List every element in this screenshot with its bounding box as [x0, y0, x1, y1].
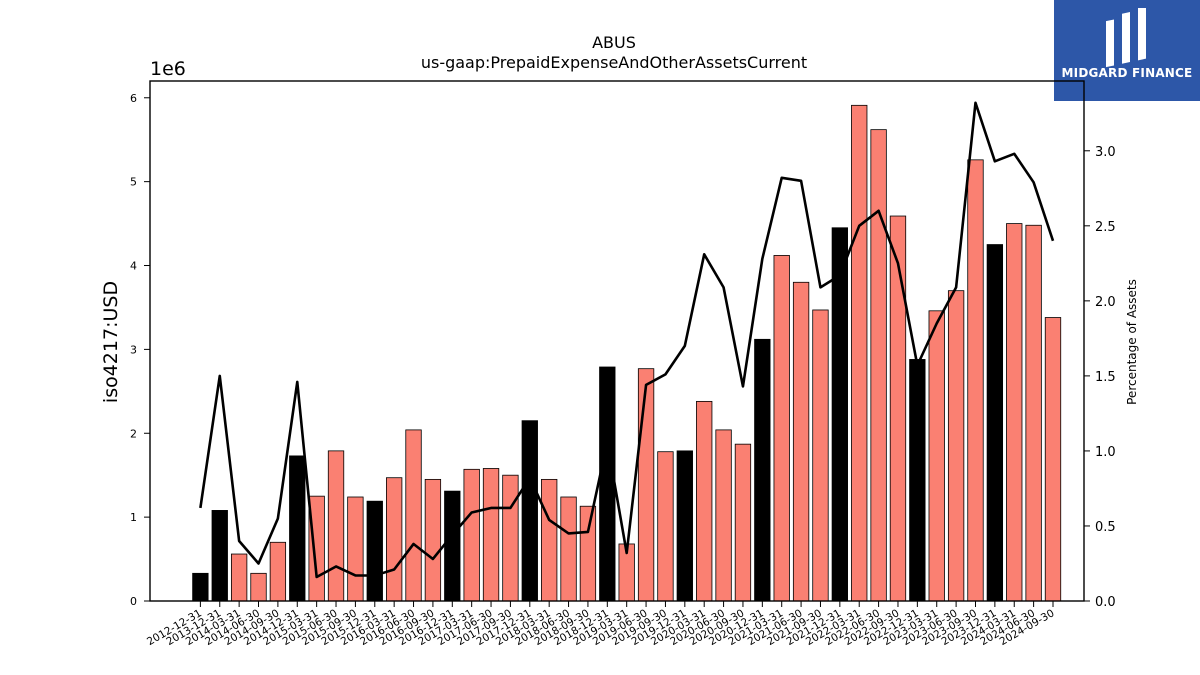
- bar-2014-03-31: [230, 553, 248, 602]
- bar-2017-12-31: [521, 420, 538, 602]
- y-offset-label: 1e6: [150, 58, 186, 80]
- y-tick-label: 1: [130, 511, 137, 524]
- y2-tick-label: 2.0: [1095, 295, 1116, 310]
- bar-2018-12-31: [599, 366, 616, 602]
- x-ticks-layer: 2012-12-312013-12-312014-03-312014-06-30…: [145, 601, 1056, 648]
- bar-2021-06-30: [792, 281, 810, 602]
- bar-2024-03-31: [1006, 223, 1023, 602]
- bar-2015-09-30: [347, 496, 364, 602]
- bar-2024-06-30: [1025, 224, 1042, 602]
- bar-2019-12-31: [676, 450, 693, 602]
- bar-2021-12-31: [831, 227, 848, 602]
- bar-2019-09-30: [657, 451, 674, 602]
- y2-tick-label: 1.0: [1095, 445, 1116, 460]
- bar-2015-06-30: [327, 450, 345, 602]
- bar-2022-03-31: [851, 104, 868, 602]
- bar-2018-09-30: [579, 505, 597, 602]
- y2-tick-label: 0.0: [1095, 595, 1116, 610]
- bar-2018-06-30: [560, 496, 577, 602]
- bar-2020-12-31: [754, 338, 771, 602]
- y2-tick-label: 1.5: [1095, 370, 1116, 385]
- y-tick-label: 2: [130, 427, 137, 440]
- bar-2014-06-30: [250, 572, 267, 602]
- y2-ticks-layer: 0.0 0.5 1.0 1.5 2.0 2.5 3.0: [1084, 145, 1116, 610]
- plot-frame: [149, 80, 1085, 602]
- bar-2021-03-31: [773, 255, 790, 602]
- bars-layer: [192, 104, 1062, 602]
- bar-2017-09-30: [502, 474, 519, 602]
- bar-2016-06-30: [405, 429, 422, 602]
- brand-name: MIDGARD FINANCE: [1061, 66, 1193, 80]
- y-tick-label: 3: [130, 343, 137, 356]
- midgard-logo-icon: [1106, 8, 1146, 68]
- chart-subtitle: us-gaap:PrepaidExpenseAndOtherAssetsCurr…: [421, 53, 807, 72]
- bar-2023-09-30: [967, 159, 984, 602]
- y-axis-label: iso4217:USD: [100, 281, 122, 403]
- y-tick-label: 6: [130, 92, 137, 105]
- y2-tick-label: 2.5: [1095, 220, 1116, 235]
- y2-tick-label: 3.0: [1095, 145, 1116, 160]
- bar-2024-09-30: [1044, 317, 1062, 602]
- bar-2016-09-30: [424, 478, 442, 602]
- y-ticks-layer: 0 1 2 3 4 5 6: [130, 92, 150, 608]
- y2-tick-label: 0.5: [1095, 520, 1116, 535]
- bar-2017-06-30: [482, 468, 500, 602]
- brand-logo: MIDGARD FINANCE: [1054, 0, 1200, 101]
- bar-2014-12-31: [289, 455, 306, 602]
- bar-2020-09-30: [734, 443, 752, 602]
- bar-2020-06-30: [715, 429, 732, 602]
- bar-2022-09-30: [889, 215, 907, 602]
- bar-2019-06-30: [637, 368, 655, 602]
- y2-axis-label: Percentage of Assets: [1125, 279, 1139, 405]
- percentage-line: [199, 101, 1055, 579]
- axes-layer: [149, 80, 1085, 602]
- bar-2020-03-31: [696, 400, 713, 602]
- bar-2016-03-31: [386, 477, 403, 602]
- line-layer: [199, 101, 1055, 579]
- bar-2022-06-30: [870, 129, 887, 602]
- bar-2021-09-30: [812, 309, 829, 602]
- bar-2022-12-31: [909, 359, 926, 602]
- bar-2017-03-31: [463, 468, 480, 602]
- bar-2023-06-30: [947, 290, 965, 602]
- y-tick-label: 4: [130, 260, 137, 273]
- bar-2016-12-31: [444, 490, 461, 602]
- y-tick-label: 5: [130, 176, 137, 189]
- bar-2012-12-31: [192, 572, 209, 602]
- bar-2023-12-31: [986, 244, 1004, 602]
- bar-2015-12-31: [366, 500, 383, 602]
- chart-title: ABUS: [592, 33, 636, 52]
- y-tick-label: 0: [130, 595, 137, 608]
- bar-2013-12-31: [211, 510, 228, 602]
- bar-2018-03-31: [541, 478, 558, 602]
- bar-2023-03-31: [928, 310, 945, 602]
- bar-2014-09-30: [269, 541, 287, 602]
